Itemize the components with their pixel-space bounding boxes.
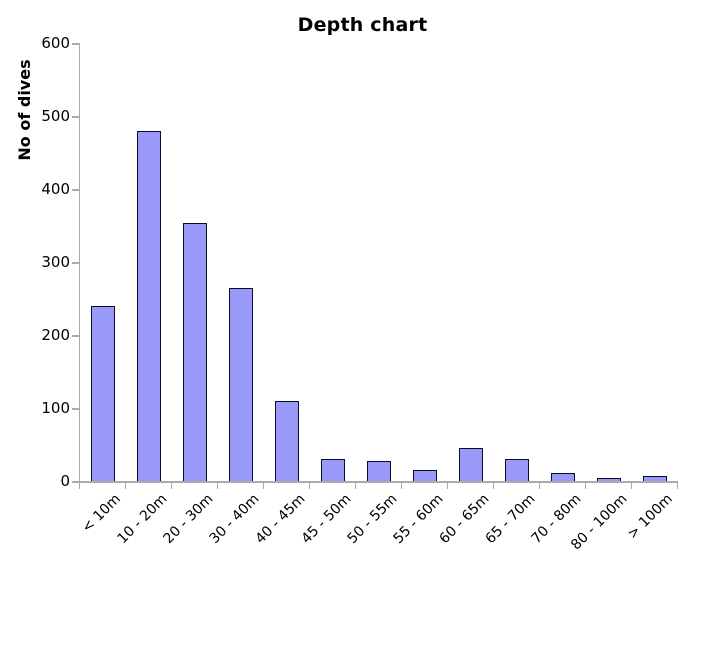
y-tick-mark (71, 408, 79, 410)
bar (413, 470, 437, 481)
bar (643, 476, 667, 481)
bar (505, 459, 529, 481)
bar (91, 306, 115, 481)
y-tick-mark (71, 262, 79, 264)
y-tick-mark (71, 116, 79, 118)
x-tick-label: 50 - 55m (344, 491, 401, 548)
x-tick-mark (354, 482, 356, 489)
x-tick-mark (676, 482, 678, 489)
x-tick-mark (170, 482, 172, 489)
x-tick-label: 65 - 70m (482, 491, 539, 548)
x-tick-mark (124, 482, 126, 489)
bar (597, 478, 621, 481)
bar (229, 288, 253, 481)
bar (459, 448, 483, 481)
x-tick-label: > 100m (625, 491, 677, 543)
bar (275, 401, 299, 481)
x-tick-label: 10 - 20m (114, 491, 171, 548)
x-tick-mark (446, 482, 448, 489)
x-axis-line (78, 481, 678, 483)
x-tick-mark (400, 482, 402, 489)
bar (367, 461, 391, 481)
x-tick-mark (492, 482, 494, 489)
x-tick-mark (538, 482, 540, 489)
x-tick-label: 40 - 45m (252, 491, 309, 548)
x-tick-mark (584, 482, 586, 489)
bar (551, 473, 575, 481)
bar (321, 459, 345, 481)
y-tick-label: 400 (41, 180, 70, 198)
y-tick-mark (71, 43, 79, 45)
x-tick-mark (308, 482, 310, 489)
y-tick-label: 300 (41, 253, 70, 271)
y-tick-label: 500 (41, 107, 70, 125)
bar (183, 223, 207, 481)
y-tick-label: 600 (41, 34, 70, 52)
bar (137, 131, 161, 481)
x-tick-label: 45 - 50m (298, 491, 355, 548)
x-tick-label: 20 - 30m (160, 491, 217, 548)
x-tick-mark (630, 482, 632, 489)
y-tick-label: 0 (60, 472, 70, 490)
x-tick-mark (78, 482, 80, 489)
x-tick-mark (262, 482, 264, 489)
chart-title: Depth chart (297, 14, 428, 36)
y-tick-label: 100 (41, 399, 70, 417)
x-tick-mark (216, 482, 218, 489)
x-tick-label: < 10m (79, 491, 125, 537)
y-axis-line (78, 43, 80, 481)
x-tick-label: 60 - 65m (436, 491, 493, 548)
x-tick-label: 30 - 40m (206, 491, 263, 548)
y-tick-mark (71, 189, 79, 191)
y-tick-mark (71, 335, 79, 337)
y-tick-mark (71, 481, 79, 483)
y-tick-label: 200 (41, 326, 70, 344)
x-tick-label: 55 - 60m (390, 491, 447, 548)
